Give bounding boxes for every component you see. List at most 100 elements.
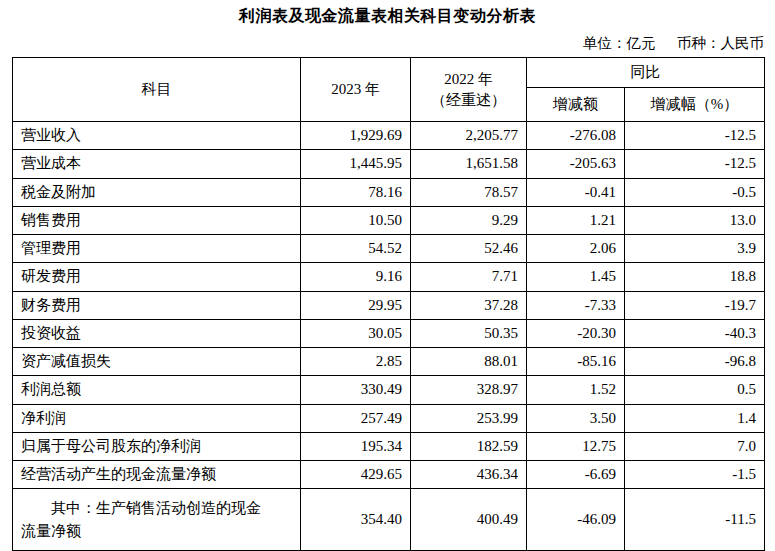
- table-row: 税金及附加 78.16 78.57 -0.41 -0.5: [13, 178, 765, 206]
- value-change-amount: 3.50: [527, 404, 625, 432]
- value-change-amount: -7.33: [527, 291, 625, 319]
- table-row: 研发费用 9.16 7.71 1.45 18.8: [13, 263, 765, 291]
- value-2023: 78.16: [301, 178, 411, 206]
- value-change-amount: 12.75: [527, 432, 625, 460]
- row-label: 研发费用: [13, 263, 301, 291]
- value-change-amount: -46.09: [527, 489, 625, 551]
- value-2023: 30.05: [301, 319, 411, 347]
- value-change-amount: -205.63: [527, 150, 625, 178]
- value-2022: 37.28: [411, 291, 527, 319]
- table-row: 经营活动产生的现金流量净额 429.65 436.34 -6.69 -1.5: [13, 461, 765, 489]
- value-2023: 29.95: [301, 291, 411, 319]
- col-header-2023: 2023 年: [301, 58, 411, 122]
- value-change-pct: -1.5: [625, 461, 765, 489]
- table-row: 营业收入 1,929.69 2,205.77 -276.08 -12.5: [13, 122, 765, 150]
- value-2023: 9.16: [301, 263, 411, 291]
- value-change-amount: 1.45: [527, 263, 625, 291]
- row-label: 营业成本: [13, 150, 301, 178]
- value-2023: 1,929.69: [301, 122, 411, 150]
- table-row: 投资收益 30.05 50.35 -20.30 -40.3: [13, 319, 765, 347]
- value-2023: 2.85: [301, 348, 411, 376]
- value-2023: 354.40: [301, 489, 411, 551]
- row-label: 其中：生产销售活动创造的现金 流量净额: [13, 489, 301, 551]
- value-2022: 2,205.77: [411, 122, 527, 150]
- col-header-change-pct: 增减幅（%）: [625, 88, 765, 122]
- row-label: 归属于母公司股东的净利润: [13, 432, 301, 460]
- row-label: 投资收益: [13, 319, 301, 347]
- document-page: 利润表及现金流量表相关科目变动分析表 单位：亿元 币种：人民币 科目 2023 …: [0, 0, 775, 551]
- value-change-pct: -12.5: [625, 150, 765, 178]
- value-change-pct: 7.0: [625, 432, 765, 460]
- table-body: 营业收入 1,929.69 2,205.77 -276.08 -12.5 营业成…: [13, 122, 765, 551]
- currency-label: 币种：人民币: [677, 35, 764, 51]
- row-label: 净利润: [13, 404, 301, 432]
- header-row-1: 科目 2023 年 2022 年 （经重述） 同比: [13, 58, 765, 88]
- value-change-amount: -85.16: [527, 348, 625, 376]
- value-2022: 253.99: [411, 404, 527, 432]
- col-header-2022: 2022 年 （经重述）: [411, 58, 527, 122]
- value-change-pct: -11.5: [625, 489, 765, 551]
- value-change-pct: -12.5: [625, 122, 765, 150]
- table-row: 营业成本 1,445.95 1,651.58 -205.63 -12.5: [13, 150, 765, 178]
- value-2023: 195.34: [301, 432, 411, 460]
- col-header-item: 科目: [13, 58, 301, 122]
- table-row: 管理费用 54.52 52.46 2.06 3.9: [13, 235, 765, 263]
- value-2022: 1,651.58: [411, 150, 527, 178]
- value-change-pct: 13.0: [625, 206, 765, 234]
- col-header-2022-year: 2022 年: [415, 69, 522, 89]
- table-row: 财务费用 29.95 37.28 -7.33 -19.7: [13, 291, 765, 319]
- value-2023: 1,445.95: [301, 150, 411, 178]
- analysis-table: 科目 2023 年 2022 年 （经重述） 同比 增减额 增减幅（%） 营业收…: [12, 57, 765, 551]
- value-2022: 400.49: [411, 489, 527, 551]
- value-2022: 436.34: [411, 461, 527, 489]
- unit-label: 单位：亿元: [583, 35, 656, 51]
- value-2023: 54.52: [301, 235, 411, 263]
- value-change-pct: 1.4: [625, 404, 765, 432]
- value-2022: 7.71: [411, 263, 527, 291]
- col-header-change-amount: 增减额: [527, 88, 625, 122]
- row-label: 税金及附加: [13, 178, 301, 206]
- value-change-pct: -0.5: [625, 178, 765, 206]
- table-row: 其中：生产销售活动创造的现金 流量净额 354.40 400.49 -46.09…: [13, 489, 765, 551]
- col-header-2022-restated: （经重述）: [415, 90, 522, 110]
- value-2023: 10.50: [301, 206, 411, 234]
- value-2022: 9.29: [411, 206, 527, 234]
- value-2023: 429.65: [301, 461, 411, 489]
- value-change-pct: -96.8: [625, 348, 765, 376]
- value-change-amount: -0.41: [527, 178, 625, 206]
- value-change-amount: -276.08: [527, 122, 625, 150]
- value-change-pct: -40.3: [625, 319, 765, 347]
- row-label: 营业收入: [13, 122, 301, 150]
- value-change-pct: 3.9: [625, 235, 765, 263]
- row-label: 经营活动产生的现金流量净额: [13, 461, 301, 489]
- table-row: 资产减值损失 2.85 88.01 -85.16 -96.8: [13, 348, 765, 376]
- table-header: 科目 2023 年 2022 年 （经重述） 同比 增减额 增减幅（%）: [13, 58, 765, 122]
- value-2022: 78.57: [411, 178, 527, 206]
- table-row: 归属于母公司股东的净利润 195.34 182.59 12.75 7.0: [13, 432, 765, 460]
- table-row: 净利润 257.49 253.99 3.50 1.4: [13, 404, 765, 432]
- unit-note: 单位：亿元 币种：人民币: [12, 34, 764, 53]
- value-change-amount: 1.21: [527, 206, 625, 234]
- col-header-yoy: 同比: [527, 58, 765, 88]
- value-2022: 52.46: [411, 235, 527, 263]
- value-2022: 328.97: [411, 376, 527, 404]
- row-label: 销售费用: [13, 206, 301, 234]
- value-change-amount: 1.52: [527, 376, 625, 404]
- value-2023: 330.49: [301, 376, 411, 404]
- value-2023: 257.49: [301, 404, 411, 432]
- value-2022: 88.01: [411, 348, 527, 376]
- value-2022: 50.35: [411, 319, 527, 347]
- row-label: 利润总额: [13, 376, 301, 404]
- row-label: 财务费用: [13, 291, 301, 319]
- value-change-amount: -6.69: [527, 461, 625, 489]
- value-change-pct: 0.5: [625, 376, 765, 404]
- value-change-amount: 2.06: [527, 235, 625, 263]
- value-change-pct: 18.8: [625, 263, 765, 291]
- row-label: 管理费用: [13, 235, 301, 263]
- value-change-amount: -20.30: [527, 319, 625, 347]
- row-label: 资产减值损失: [13, 348, 301, 376]
- value-2022: 182.59: [411, 432, 527, 460]
- value-change-pct: -19.7: [625, 291, 765, 319]
- table-row: 销售费用 10.50 9.29 1.21 13.0: [13, 206, 765, 234]
- table-row: 利润总额 330.49 328.97 1.52 0.5: [13, 376, 765, 404]
